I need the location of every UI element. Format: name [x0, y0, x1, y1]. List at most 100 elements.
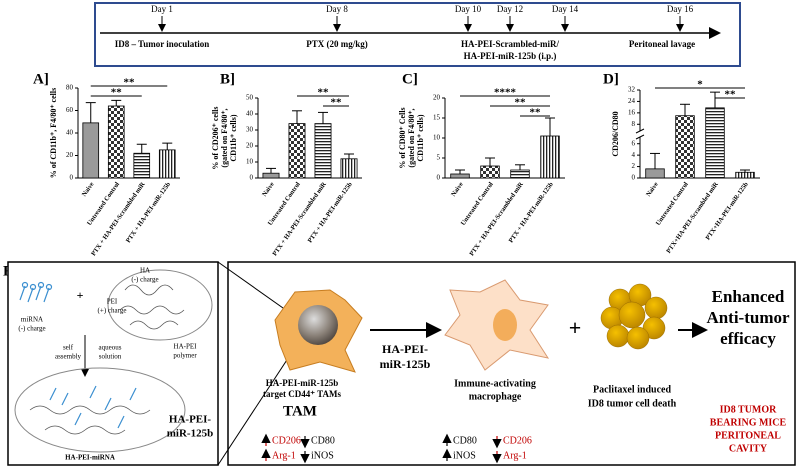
bar: [158, 149, 176, 179]
timeline-box: [94, 2, 741, 67]
marker: CD206: [272, 435, 301, 446]
label: PEI: [107, 298, 118, 306]
day-label: Day 12: [497, 4, 523, 14]
panel-label: B]: [220, 71, 235, 87]
bar: [82, 122, 100, 179]
axis-break: [635, 128, 645, 134]
y-tick-label: 10: [433, 134, 441, 142]
y-tick-label: 15: [433, 114, 441, 122]
label: Paclitaxel induced: [593, 384, 671, 395]
significance-label: **: [530, 107, 542, 119]
y-tick-label: 0: [437, 174, 441, 182]
x-tick-label: Untreated Control: [460, 181, 495, 227]
timeline: Day 1 Day 8 Day 10 Day 12 Day 14 Day 16 ID8 – …: [94, 2, 741, 67]
panel-f: F] HA (-) charge PEI (+) charge miRNA (-…: [3, 261, 796, 466]
y-axis-label: (gated on F4/80⁺,: [220, 108, 229, 167]
y-axis-label: % of CD11b⁺, F4/80⁺ cells: [49, 88, 58, 178]
y-axis-label: (gated on F4/80⁺,: [407, 108, 416, 167]
error-bar: [515, 164, 525, 170]
setting: PERITONEAL: [715, 430, 781, 441]
mirna-drawing: [19, 281, 53, 303]
x-tick-label: Naive: [81, 181, 96, 198]
significance-label: **: [124, 77, 136, 89]
nanoparticle: [298, 305, 338, 345]
label: HA-PEI-: [169, 414, 212, 426]
label: ID8 tumor cell death: [588, 398, 677, 409]
label: Immune-activating: [454, 378, 536, 389]
error-bar: [292, 110, 302, 124]
complex-chains: [29, 405, 151, 435]
significance-label: **: [318, 87, 330, 99]
y-axis-label: % of CD80⁺ Cells: [398, 107, 407, 168]
outcome: efficacy: [720, 329, 776, 348]
y-tick-label: 0: [70, 174, 74, 182]
y-tick-label: 10: [246, 158, 254, 166]
y-tick-label: 4: [632, 151, 636, 159]
y-tick-label: 32: [628, 86, 636, 94]
tumor-cells: [600, 283, 668, 350]
marker: iNOS: [453, 450, 476, 461]
setting: CAVITY: [729, 443, 768, 454]
significance-label: **: [111, 87, 123, 99]
y-tick-label: 0: [632, 174, 636, 182]
bar: [480, 165, 500, 179]
complex-drawing: [14, 367, 186, 453]
bar: [735, 171, 755, 179]
y-tick-label: 16: [628, 108, 636, 116]
label: HA-PEI-: [382, 342, 428, 356]
significance-label: **: [331, 97, 343, 109]
label: solution: [99, 353, 122, 361]
y-tick-label: 2: [632, 162, 636, 170]
y-tick-label: 40: [66, 129, 74, 137]
error-bar: [111, 99, 122, 106]
error-bar: [650, 152, 660, 169]
label: TAM: [283, 403, 317, 419]
label: assembly: [55, 353, 82, 361]
y-tick-label: 60: [66, 106, 74, 114]
error-bar: [344, 153, 354, 159]
error-bar: [740, 169, 750, 173]
bar: [107, 105, 125, 179]
plus: +: [77, 288, 84, 302]
bar: [262, 172, 280, 179]
label: HA-PEI-miRNA: [65, 454, 115, 462]
y-tick-label: 6: [632, 139, 636, 147]
label: target CD44⁺ TAMs: [263, 389, 341, 399]
nucleus: [493, 309, 517, 341]
setting: BEARING MICE: [710, 417, 787, 428]
marker: Arg-1: [272, 450, 296, 461]
marker: CD80: [311, 435, 335, 446]
polymer-drawing: [107, 269, 213, 341]
label: HA-PEI-miR-125b: [266, 378, 339, 388]
error-bar: [710, 91, 720, 108]
y-tick-label: 8: [632, 120, 636, 128]
event-label: HA-PEI-miR-125b (i.p.): [464, 51, 557, 61]
bar: [540, 135, 560, 179]
y-tick-label: 0: [250, 174, 254, 182]
x-tick-label: PTX + HA-PEI-Scrambled miR: [90, 181, 147, 258]
label: miR-125b: [167, 428, 213, 440]
panel-label: A]: [33, 71, 49, 87]
y-axis-label: CD11b⁺ cells): [416, 114, 425, 161]
error-bar: [136, 143, 147, 154]
bar: [314, 123, 332, 179]
day-label: Day 8: [326, 4, 348, 14]
bar: [645, 168, 665, 179]
x-tick-label: PTX + HA-PEI-Scrambled miR: [271, 181, 328, 258]
y-tick-label: 40: [246, 110, 254, 118]
label: HA-PEI: [174, 343, 198, 351]
marker: CD206: [503, 435, 532, 446]
significance-label: **: [725, 89, 737, 101]
panel-label: D]: [603, 71, 619, 87]
y-tick-label: 50: [246, 94, 254, 102]
y-tick-label: 5: [437, 154, 441, 162]
label: (-) charge: [18, 325, 45, 333]
error-bar: [318, 111, 328, 124]
error-bar: [455, 169, 465, 174]
day-label: Day 10: [455, 4, 482, 14]
outcome: Enhanced: [712, 287, 785, 306]
day-label: Day 14: [552, 4, 579, 14]
bar: [705, 107, 725, 179]
error-bar: [680, 103, 690, 116]
y-axis-label: CD11b⁺ cells): [229, 114, 238, 161]
